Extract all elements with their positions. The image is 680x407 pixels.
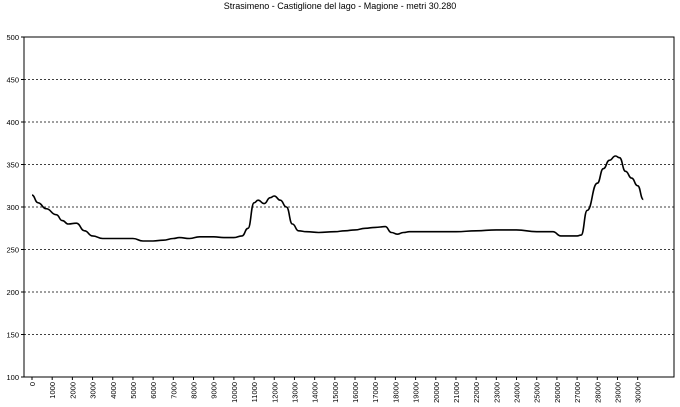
x-tick-label: 22000	[472, 382, 481, 403]
x-tick-label: 28000	[593, 382, 602, 403]
y-tick-label: 350	[6, 161, 19, 170]
x-tick-label: 24000	[513, 382, 522, 403]
y-tick-label: 250	[6, 246, 19, 255]
x-tick-label: 18000	[391, 382, 400, 403]
y-tick-label: 200	[6, 288, 19, 297]
x-tick-label: 2000	[68, 382, 77, 399]
y-tick-label: 100	[6, 373, 19, 382]
x-tick-label: 27000	[573, 382, 582, 403]
y-axis: 100 150 200 250 300 350 400 450 500	[6, 33, 24, 382]
x-tick-label: 15000	[331, 382, 340, 403]
x-tick-label: 26000	[553, 382, 562, 403]
x-tick-label: 14000	[311, 382, 320, 403]
x-tick-label: 1000	[48, 382, 57, 399]
y-tick-label: 450	[6, 76, 19, 85]
x-tick-label: 10000	[230, 382, 239, 403]
x-tick-label: 20000	[432, 382, 441, 403]
x-tick-label: 13000	[290, 382, 299, 403]
x-tick-label: 17000	[371, 382, 380, 403]
x-tick-label: 16000	[351, 382, 360, 403]
y-tick-label: 500	[6, 33, 19, 42]
x-tick-label: 8000	[190, 382, 199, 399]
x-tick-label: 30000	[634, 382, 643, 403]
x-tick-label: 23000	[492, 382, 501, 403]
y-tick-label: 150	[6, 331, 19, 340]
elevation-line	[31, 155, 644, 242]
chart-title: Strasimeno - Castiglione del lago - Magi…	[223, 1, 457, 11]
x-tick-label: 21000	[452, 382, 461, 403]
x-tick-label: 0	[28, 382, 37, 386]
x-axis: 0 1000 2000 3000 4000 5000 6000 7000 8000 9000 100…	[28, 377, 643, 403]
x-tick-label: 29000	[613, 382, 622, 403]
x-tick-label: 5000	[129, 382, 138, 399]
y-tick-label: 300	[6, 203, 19, 212]
x-tick-label: 7000	[169, 382, 178, 399]
x-tick-label: 9000	[210, 382, 219, 399]
series-layer	[31, 155, 644, 242]
x-tick-label: 25000	[533, 382, 542, 403]
x-tick-label: 11000	[250, 382, 259, 402]
x-tick-label: 12000	[270, 382, 279, 403]
grid-lines	[24, 79, 674, 335]
x-tick-label: 3000	[89, 382, 98, 399]
x-tick-label: 4000	[109, 382, 118, 399]
y-tick-label: 400	[6, 118, 19, 127]
x-tick-label: 19000	[412, 382, 421, 403]
x-tick-label: 6000	[149, 382, 158, 399]
